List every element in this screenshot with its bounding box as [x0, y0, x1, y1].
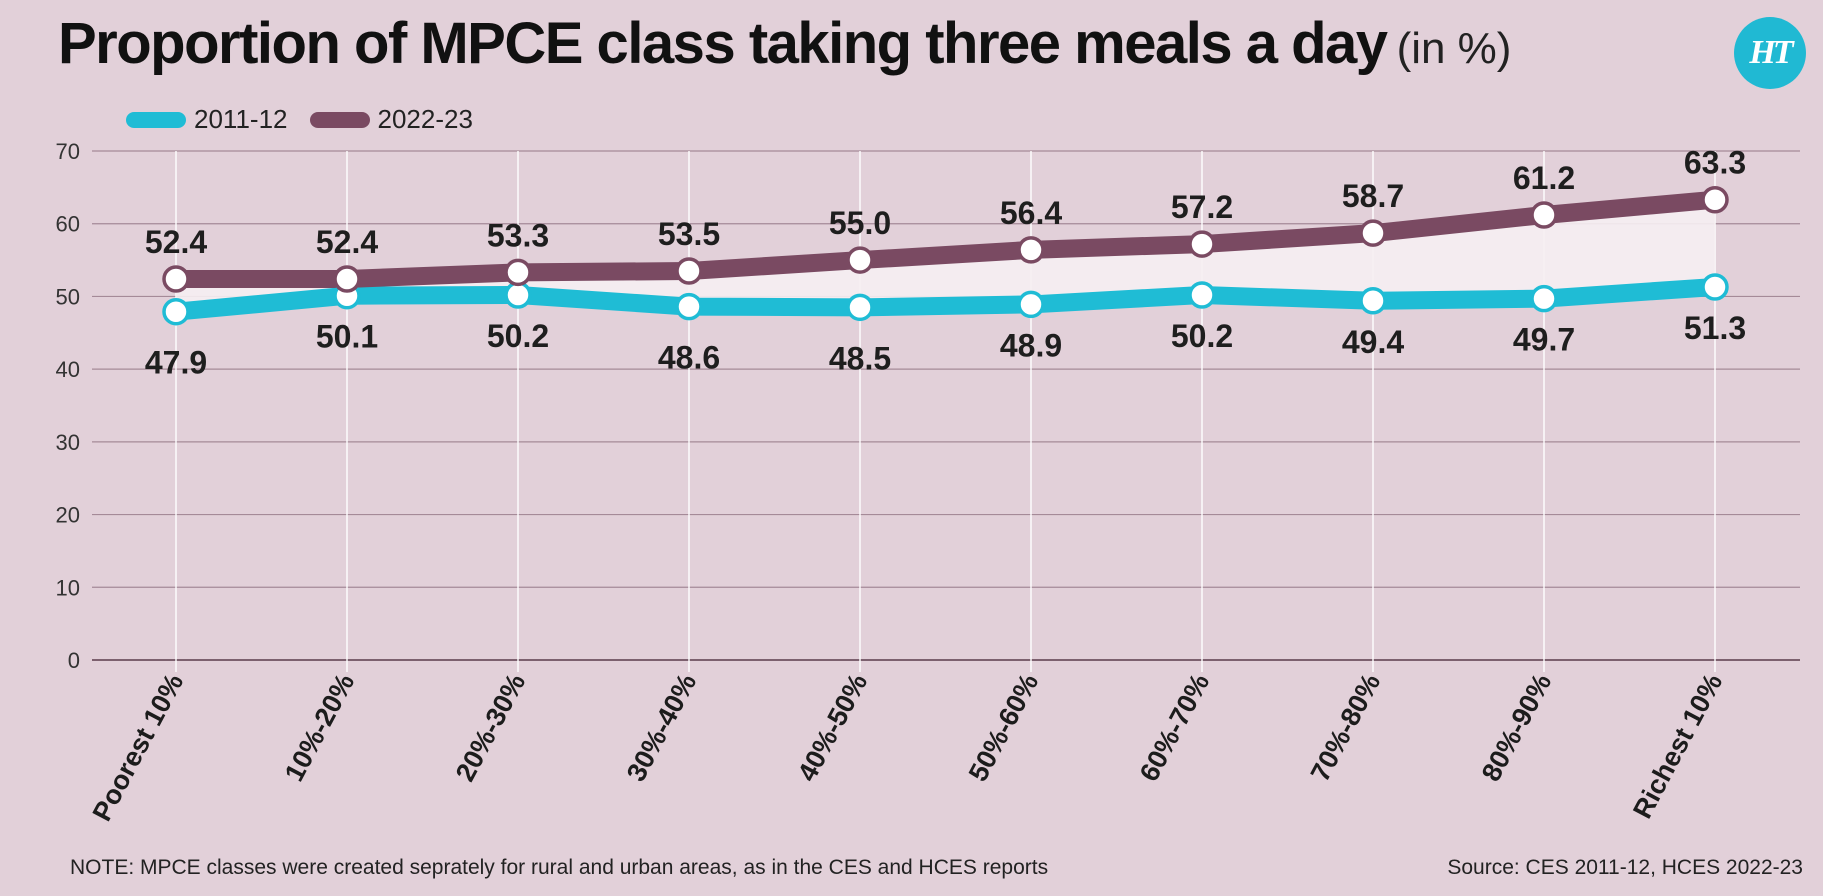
data-label-2011-12: 48.5	[829, 340, 891, 376]
data-label-2011-12: 50.2	[1171, 318, 1233, 354]
data-point-2011-12	[504, 281, 532, 309]
legend-label-2011-12: 2011-12	[194, 104, 288, 134]
data-label-2022-23: 52.4	[145, 224, 207, 260]
data-label-2011-12: 51.3	[1684, 310, 1746, 346]
x-tick-label: 40%-50%	[792, 669, 873, 786]
x-tick-label: 80%-90%	[1476, 669, 1557, 786]
x-tick-label: 50%-60%	[963, 669, 1044, 786]
data-point-2022-23	[333, 265, 361, 293]
line-chart: 0 10 20 30 40 50 60 70 52.4 52.4 53.3 53.5 55.0 56.4 5…	[56, 139, 1800, 826]
x-tick-label: 30%-40%	[621, 669, 702, 786]
legend-swatch-2011-12	[126, 111, 186, 128]
series-line-2022-23	[167, 190, 1724, 288]
chart-title-unit: (in %)	[1396, 24, 1512, 73]
data-label-2011-12: 49.4	[1342, 324, 1404, 360]
data-label-2011-12: 48.9	[1000, 327, 1062, 363]
data-point-2022-23	[1530, 201, 1558, 229]
data-point-2022-23	[675, 257, 703, 285]
legend-item-2011-12: 2011-12	[126, 104, 288, 135]
data-point-2011-12	[1701, 273, 1729, 301]
data-label-2022-23: 58.7	[1342, 178, 1404, 214]
data-point-2011-12	[1359, 287, 1387, 315]
data-label-2022-23: 57.2	[1171, 189, 1233, 225]
data-point-2022-23	[846, 246, 874, 274]
y-tick-label: 20	[56, 503, 80, 528]
legend-label-2022-23: 2022-23	[377, 104, 473, 134]
legend-item-2022-23: 2022-23	[309, 104, 473, 135]
series-line-2011-12	[167, 277, 1724, 321]
y-tick-label: 40	[56, 357, 80, 382]
data-point-2022-23	[1359, 219, 1387, 247]
y-tick-label: 10	[56, 575, 80, 600]
data-label-2011-12: 49.7	[1513, 322, 1575, 358]
data-label-2022-23: 53.3	[487, 217, 549, 253]
data-label-2011-12: 47.9	[145, 345, 207, 381]
ht-logo: HT	[1734, 17, 1806, 89]
data-label-2011-12: 48.6	[658, 340, 720, 376]
data-point-2022-23	[1188, 230, 1216, 258]
legend-swatch-2022-23	[309, 111, 370, 128]
chart-title-text: Proportion of MPCE class taking three me…	[58, 11, 1388, 76]
source-note: Source: CES 2011-12, HCES 2022-23	[1447, 856, 1803, 879]
data-point-2022-23	[504, 258, 532, 287]
y-tick-label: 60	[56, 212, 80, 237]
data-point-2022-23	[1017, 236, 1045, 264]
ht-logo-text: HT	[1749, 34, 1793, 71]
x-tick-label: 10%-20%	[279, 669, 360, 786]
data-label-2022-23: 53.5	[658, 216, 720, 252]
data-label-2022-23: 63.3	[1684, 145, 1746, 181]
data-label-2022-23: 56.4	[1000, 195, 1062, 231]
x-tick-label: 70%-80%	[1305, 669, 1386, 786]
data-point-2011-12	[846, 293, 874, 322]
data-point-2011-12	[1530, 284, 1558, 313]
chart-legend: 2011-12 2022-23	[126, 104, 473, 135]
data-label-2022-23: 55.0	[829, 205, 891, 241]
y-tick-label: 0	[68, 648, 80, 673]
footnote: NOTE: MPCE classes were created sepratel…	[70, 856, 1049, 879]
data-point-2022-23	[162, 265, 190, 293]
y-tick-label: 50	[56, 284, 80, 309]
x-tick-label: Poorest 10%	[87, 669, 190, 826]
y-tick-label: 30	[56, 430, 80, 455]
y-tick-label: 70	[56, 139, 80, 164]
chart-title: Proportion of MPCE class taking three me…	[58, 10, 1511, 77]
data-point-2022-23	[1701, 185, 1729, 214]
x-tick-label: Richest 10%	[1627, 669, 1728, 824]
data-point-2011-12	[162, 297, 190, 326]
x-tick-label: 60%-70%	[1134, 669, 1215, 786]
data-point-2011-12	[1188, 281, 1216, 309]
data-point-2011-12	[1017, 290, 1045, 319]
data-label-2022-23: 52.4	[316, 224, 378, 260]
data-label-2011-12: 50.2	[487, 318, 549, 354]
x-tick-label: 20%-30%	[450, 669, 531, 786]
data-label-2011-12: 50.1	[316, 319, 378, 355]
data-point-2011-12	[675, 292, 703, 321]
data-label-2022-23: 61.2	[1513, 160, 1575, 196]
